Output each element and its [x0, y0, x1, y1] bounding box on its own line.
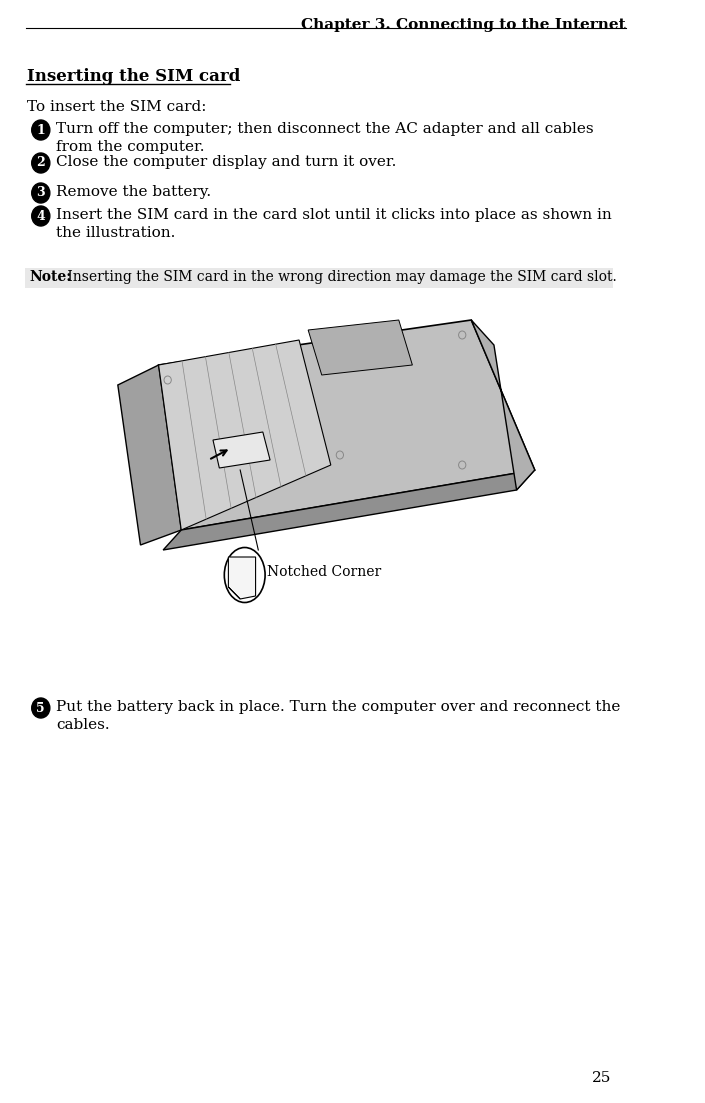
Text: Inserting the SIM card: Inserting the SIM card: [27, 68, 240, 85]
Text: Inserting the SIM card in the wrong direction may damage the SIM card slot.: Inserting the SIM card in the wrong dire…: [63, 270, 617, 283]
Polygon shape: [228, 557, 256, 599]
Polygon shape: [213, 432, 270, 468]
Polygon shape: [471, 320, 534, 490]
Ellipse shape: [224, 547, 265, 602]
Text: Remove the battery.: Remove the battery.: [56, 185, 212, 199]
Text: Insert the SIM card in the card slot until it clicks into place as shown in
the : Insert the SIM card in the card slot unt…: [56, 208, 612, 240]
Polygon shape: [228, 587, 240, 599]
Text: 2: 2: [37, 157, 45, 170]
Text: 3: 3: [37, 186, 45, 200]
Polygon shape: [163, 470, 534, 550]
FancyBboxPatch shape: [25, 268, 613, 288]
Text: Notched Corner: Notched Corner: [267, 565, 381, 579]
Polygon shape: [159, 320, 534, 531]
Text: 4: 4: [37, 210, 45, 223]
Circle shape: [32, 183, 50, 203]
Polygon shape: [159, 340, 331, 531]
Circle shape: [32, 206, 50, 226]
Text: Close the computer display and turn it over.: Close the computer display and turn it o…: [56, 156, 397, 169]
Circle shape: [32, 698, 50, 718]
Circle shape: [32, 153, 50, 173]
Text: Put the battery back in place. Turn the computer over and reconnect the
cables.: Put the battery back in place. Turn the …: [56, 700, 620, 732]
Text: To insert the SIM card:: To insert the SIM card:: [27, 100, 207, 114]
Polygon shape: [118, 365, 181, 545]
Text: Note:: Note:: [29, 270, 71, 283]
Text: Chapter 3. Connecting to the Internet: Chapter 3. Connecting to the Internet: [301, 18, 625, 32]
Polygon shape: [308, 320, 412, 375]
Text: Turn off the computer; then disconnect the AC adapter and all cables
from the co: Turn off the computer; then disconnect t…: [56, 122, 594, 154]
Text: 5: 5: [37, 702, 45, 715]
Text: 1: 1: [37, 124, 45, 137]
Text: 25: 25: [592, 1071, 612, 1085]
Circle shape: [32, 120, 50, 140]
